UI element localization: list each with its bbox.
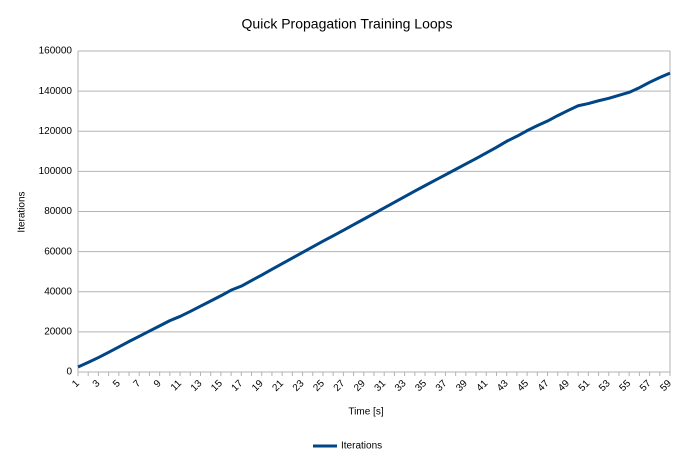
x-tick-label: 29 <box>352 378 368 394</box>
x-tick-label: 33 <box>393 378 409 394</box>
x-tick-label: 53 <box>597 378 613 394</box>
x-tick-label: 19 <box>250 378 266 394</box>
x-axis-title: Time [s] <box>348 407 383 418</box>
y-tick-label: 80000 <box>44 206 72 217</box>
x-tick-label: 11 <box>169 378 184 393</box>
x-tick-label: 15 <box>209 378 225 394</box>
y-tick-label: 40000 <box>44 286 72 297</box>
chart-title: Quick Propagation Training Loops <box>242 16 453 32</box>
x-tick-label: 43 <box>495 378 511 394</box>
x-tick-label: 27 <box>332 378 348 394</box>
x-tick-label: 5 <box>111 378 123 390</box>
x-tick-label: 41 <box>475 378 491 394</box>
x-tick-label: 23 <box>291 378 307 394</box>
x-tick-label: 57 <box>638 378 654 394</box>
x-tick-label: 49 <box>556 378 572 394</box>
x-tick-label: 35 <box>413 378 429 394</box>
x-tick-label: 55 <box>618 378 634 394</box>
y-tick-label: 100000 <box>39 166 73 177</box>
x-tick-label: 59 <box>658 378 674 394</box>
x-tick-label: 21 <box>270 378 286 394</box>
x-tick-label: 13 <box>189 378 205 394</box>
y-tick-label: 160000 <box>39 46 73 57</box>
x-tick-label: 1 <box>70 378 82 390</box>
series-line <box>77 71 671 369</box>
y-tick-label: 20000 <box>44 327 72 338</box>
x-tick-label: 17 <box>230 378 246 394</box>
x-tick-label: 37 <box>434 378 450 394</box>
x-tick-label: 39 <box>454 378 470 394</box>
x-tick-label: 3 <box>91 378 103 390</box>
x-tick-label: 47 <box>536 378 552 394</box>
y-axis-title: Iterations <box>17 191 28 232</box>
legend-label: Iterations <box>341 441 382 452</box>
y-tick-label: 120000 <box>39 126 73 137</box>
x-tick-label: 7 <box>132 378 144 390</box>
x-tick-label: 31 <box>373 378 389 394</box>
x-tick-label: 9 <box>152 378 164 390</box>
x-tick-label: 45 <box>515 378 531 394</box>
x-tick-label: 51 <box>577 378 593 394</box>
y-tick-label: 60000 <box>44 246 72 257</box>
y-tick-label: 140000 <box>39 86 73 97</box>
y-tick-label: 0 <box>66 367 72 378</box>
x-tick-label: 25 <box>311 378 327 394</box>
